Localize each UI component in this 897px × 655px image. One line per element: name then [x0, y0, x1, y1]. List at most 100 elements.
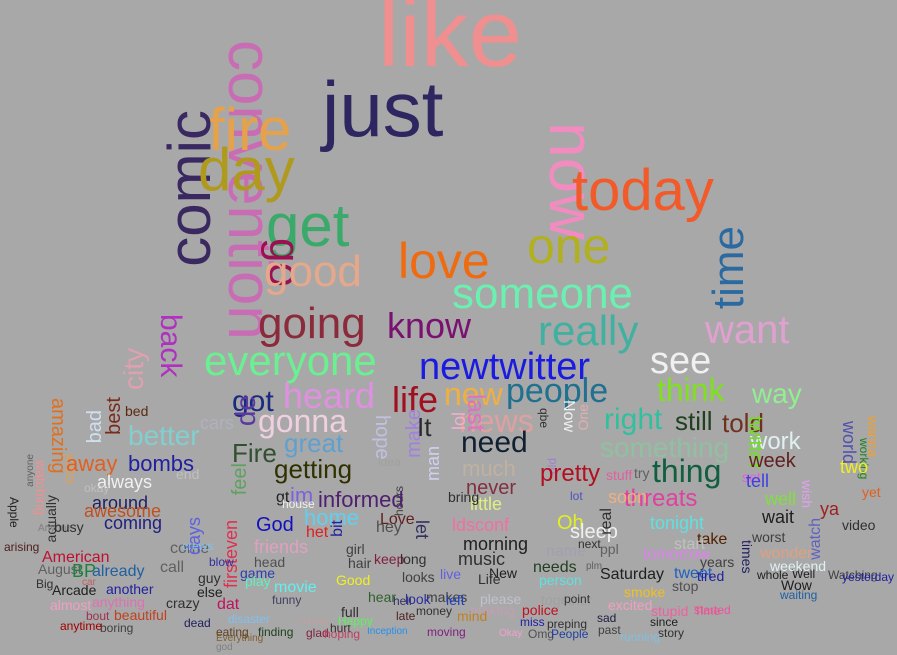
word-always: always — [97, 472, 153, 492]
word-live: live — [440, 566, 462, 582]
word-waiting: waiting — [780, 588, 818, 602]
word-threats: threats — [624, 485, 698, 512]
word-city: city — [118, 348, 149, 390]
word-house: house — [282, 497, 315, 511]
word-already: already — [92, 563, 145, 580]
word-today: today — [572, 158, 714, 223]
word-awesome: awesome — [84, 501, 162, 521]
word-girl: girl — [346, 541, 365, 557]
word-arcade: Arcade — [52, 582, 97, 598]
word-ppl: ppl — [600, 541, 619, 557]
word-arising: arising — [4, 540, 40, 554]
word-video: video — [842, 517, 876, 533]
word-crazy: crazy — [166, 595, 200, 611]
word-really: really — [538, 307, 639, 354]
word-coming: coming — [104, 513, 163, 533]
word-okay: okay — [84, 481, 110, 495]
word-moving: moving — [427, 625, 466, 639]
word-soon: soon — [608, 487, 648, 507]
word-watching: Watching — [828, 568, 878, 582]
word-look: look — [405, 591, 431, 607]
word-sad: sad — [597, 611, 617, 625]
word-glad: glad — [306, 626, 329, 640]
word-life: Life — [478, 571, 501, 587]
word-yesterday: yesterday — [842, 570, 895, 584]
word-qbe: qbe — [537, 408, 551, 429]
word-still: still — [675, 406, 713, 436]
word-tomorrow: tomorrow — [643, 546, 710, 563]
word-people: People — [551, 627, 589, 641]
word-back: back — [154, 314, 187, 378]
word-newtwitter: newtwitter — [419, 346, 591, 388]
word-pretty: pretty — [540, 460, 601, 487]
word-now: Now — [560, 400, 577, 433]
word-come: come — [170, 540, 210, 557]
word-way: way — [752, 378, 802, 409]
word-wait: wait — [762, 507, 795, 527]
word-everyone: everyone — [204, 337, 377, 384]
word-away: away — [66, 451, 118, 476]
word-take: take — [697, 531, 728, 548]
word-well: Well — [792, 567, 816, 581]
word-hear: hear — [368, 589, 397, 605]
word-please: please — [480, 591, 522, 607]
word-get: get — [266, 192, 350, 259]
word-little: little — [470, 494, 503, 514]
word-hair: hair — [348, 555, 372, 571]
word-it: It — [417, 412, 432, 442]
word-going: going — [258, 299, 366, 348]
word-want: want — [705, 308, 790, 352]
word-beautiful: beautiful — [114, 607, 167, 623]
word-car: car — [82, 577, 96, 588]
word-happy: Happy — [338, 614, 373, 628]
word-wonder: wonder — [760, 545, 813, 562]
word-well: well — [765, 489, 797, 509]
word-thing: thing — [652, 453, 722, 489]
word-disaster: disaster — [228, 612, 271, 626]
word-long: long — [400, 551, 427, 567]
word-sunday: sunday — [298, 616, 331, 627]
word-god: god — [216, 642, 233, 653]
word-weekend: weekend — [770, 558, 827, 574]
word-keep: keep — [374, 551, 405, 567]
word-informed: informed — [318, 487, 404, 512]
word-hurt: hurt — [330, 621, 351, 635]
word-play: play — [245, 573, 271, 589]
word-anytime: anytime — [60, 619, 103, 633]
word-tweet: tweet — [674, 565, 713, 582]
word-week: week — [749, 450, 796, 472]
word-august: August — [38, 561, 82, 577]
word-time: time — [704, 226, 753, 310]
word-tired: tired — [697, 568, 725, 584]
word-started: started — [694, 603, 731, 617]
word-like: like — [378, 0, 523, 87]
word-life: life — [392, 379, 439, 420]
word-work: work — [750, 428, 801, 455]
word-told: told — [722, 408, 764, 438]
word-yet: yet — [862, 484, 881, 500]
word-movie: movie — [274, 579, 317, 596]
word-left: left — [446, 592, 465, 608]
word-money: money — [416, 604, 453, 618]
word-else: else — [197, 584, 223, 600]
word-think: think — [657, 372, 725, 408]
word-guy: guy — [198, 570, 221, 586]
word-try: try — [634, 465, 650, 481]
word-eating: eating — [216, 625, 249, 639]
word-someone: someone — [452, 269, 634, 318]
word-big: Big — [36, 577, 54, 591]
word-preping: preping — [547, 617, 588, 631]
word-stop: stop — [672, 578, 699, 594]
word-needs: needs — [533, 559, 577, 576]
word-bad: bad — [84, 410, 106, 444]
word-two: two — [840, 457, 869, 477]
word-new: new — [444, 376, 503, 412]
word-love: love — [398, 233, 490, 289]
word-past: past — [598, 623, 621, 637]
word-blow: blow — [209, 555, 234, 569]
word-looks: looks — [402, 569, 435, 585]
word-good: Good — [336, 572, 371, 588]
word-cars: cars — [200, 413, 235, 433]
word-something: something — [600, 432, 730, 463]
